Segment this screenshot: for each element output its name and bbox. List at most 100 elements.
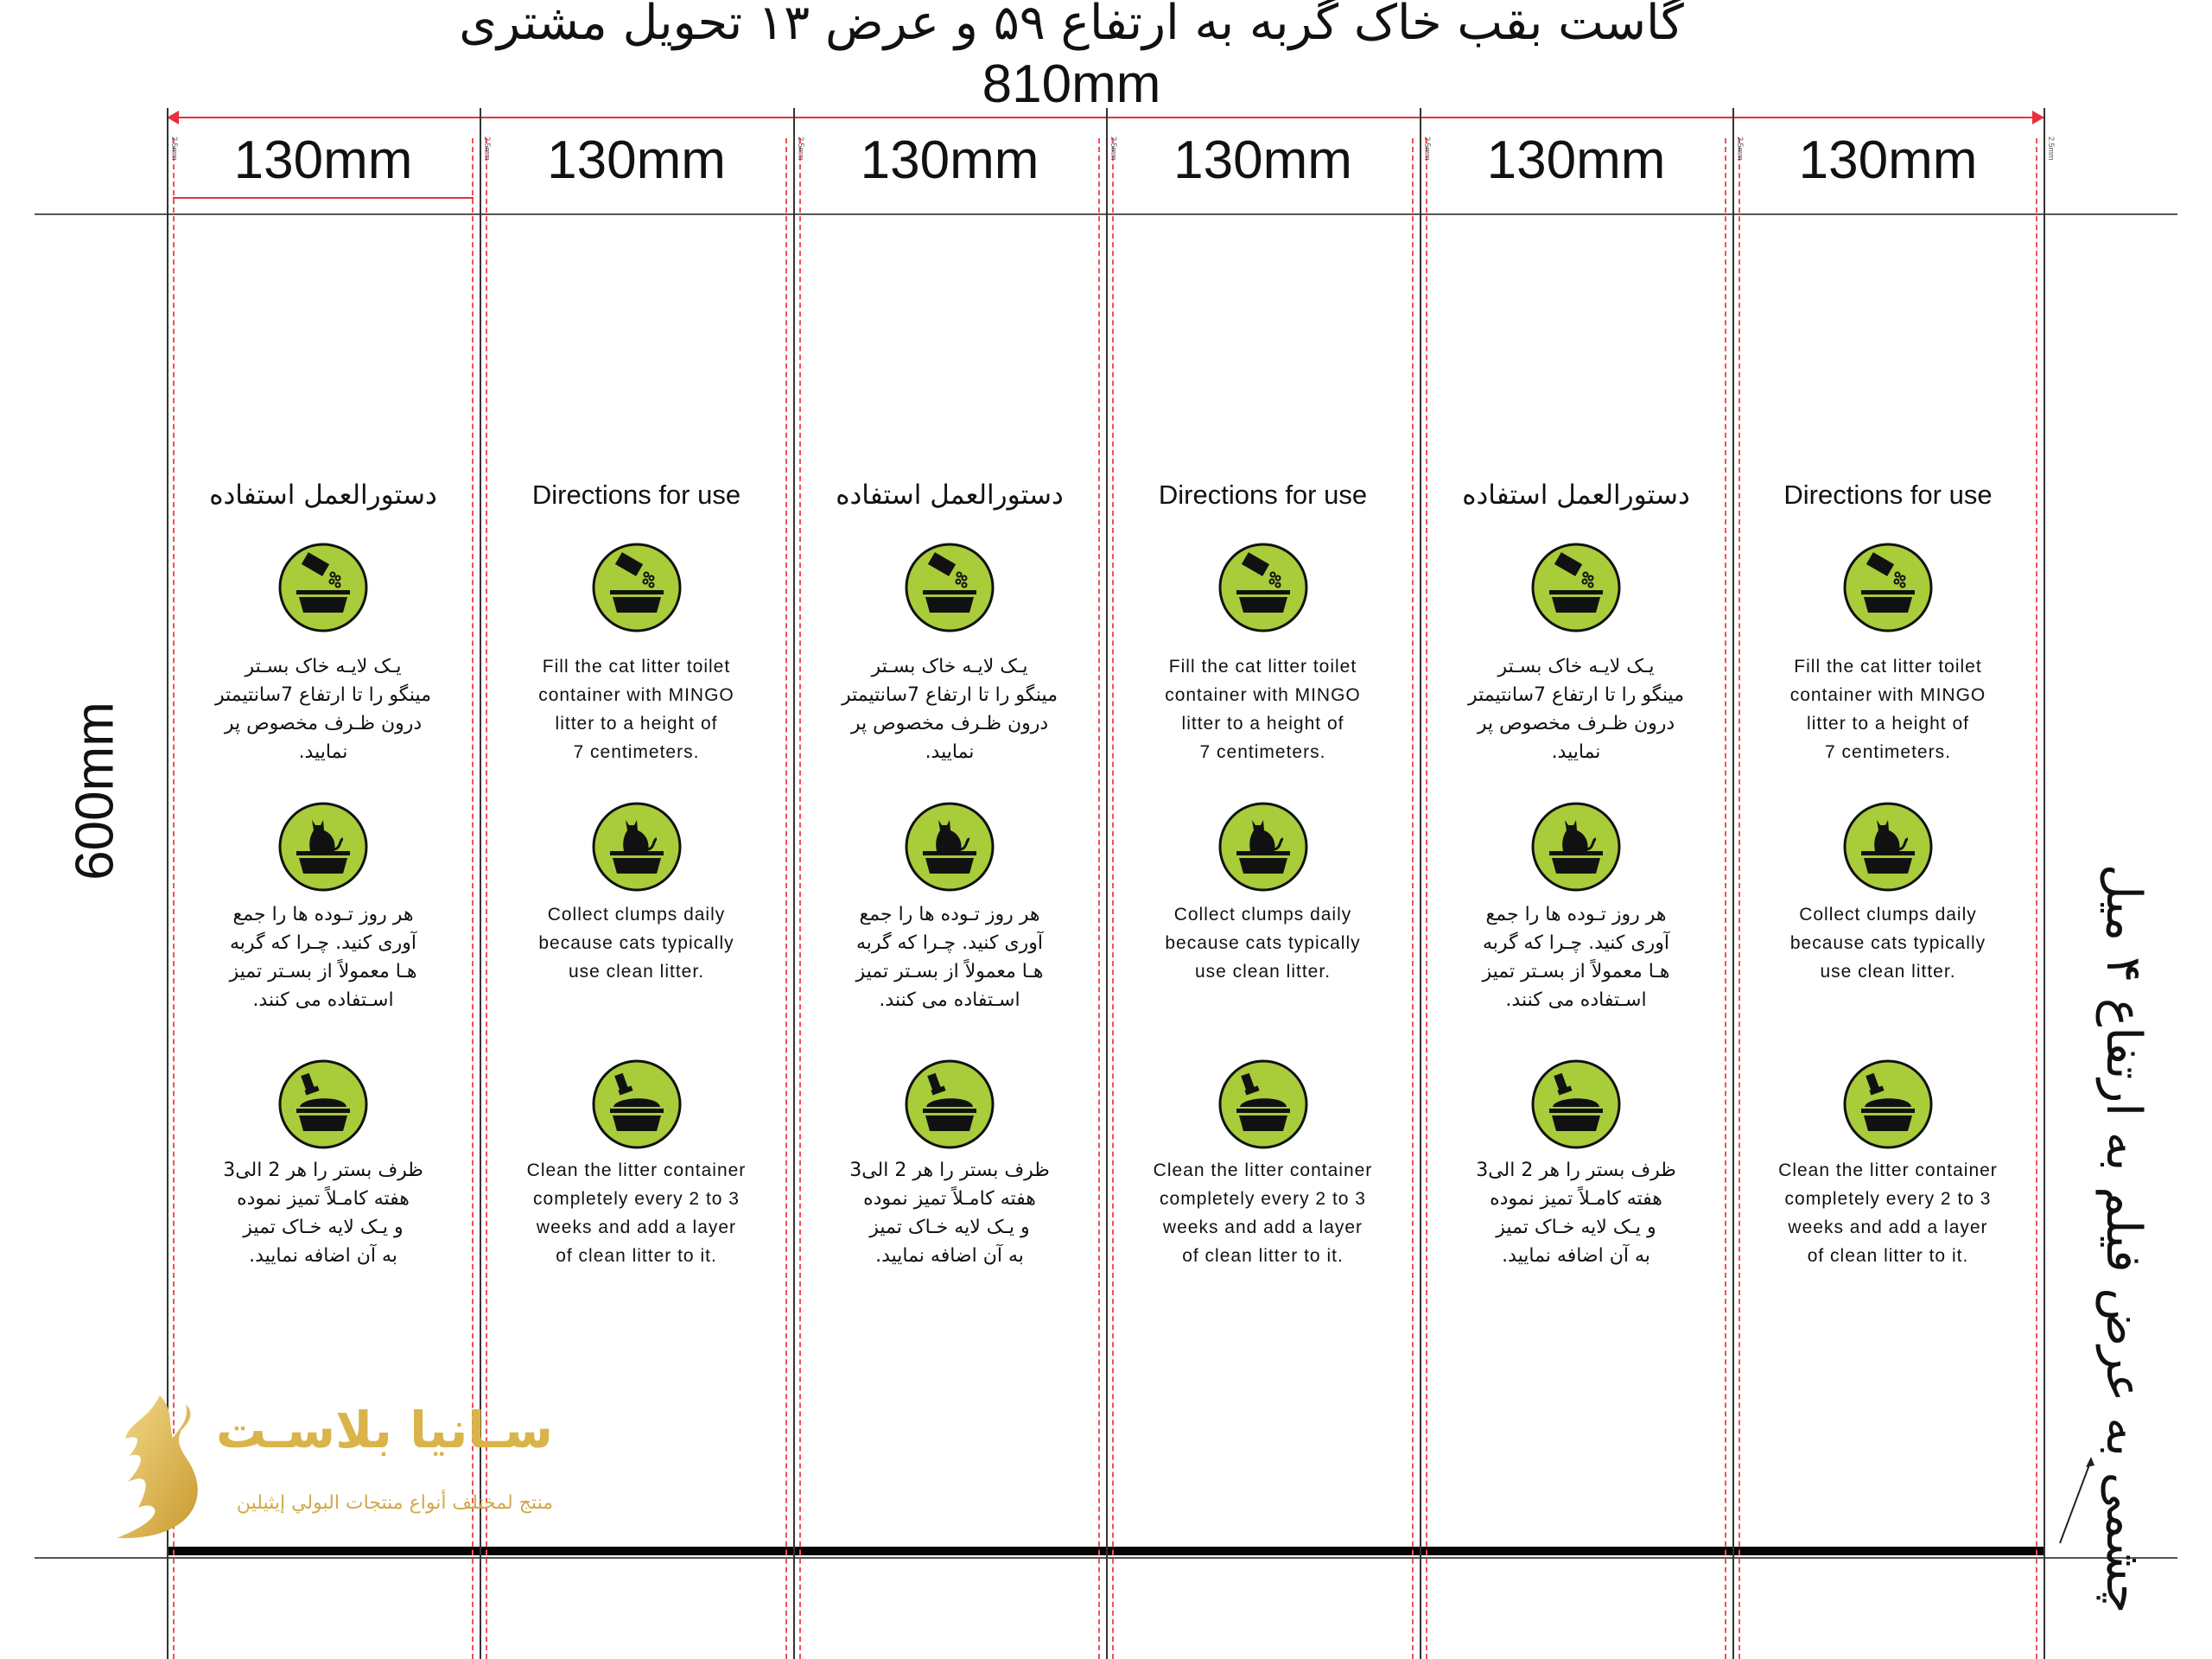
step-text-line: یـک لایـه خاک بسـتر	[871, 656, 1028, 677]
step-text-line: مینگو را تا ارتفاع 7سانتیمتر	[215, 684, 431, 706]
step-text-line: اسـتفاده می کنند.	[879, 989, 1020, 1011]
scoop-litter-box-icon	[591, 1058, 683, 1150]
step-text-line: litter to a height of	[1181, 714, 1344, 734]
step-text-line: نمایید.	[298, 741, 348, 763]
bleed-label: 2.5mm	[1736, 137, 1745, 161]
step-text-line: completely every 2 to 3	[1160, 1189, 1366, 1209]
pour-litter-icon	[277, 542, 369, 633]
step-text-line: ظرف بستر را هر 2 الی3	[1476, 1160, 1676, 1181]
step-text: یـک لایـه خاک بسـتر مینگو را تا ارتفاع 7س…	[1433, 652, 1719, 766]
step-text-line: because cats typically	[538, 933, 734, 953]
company-logo: سـانیا بلاسـت منتج لمختلف أنواع منتجات ا…	[117, 1382, 553, 1547]
height-label: 600mm	[65, 702, 125, 880]
cat-in-litter-box-icon	[591, 801, 683, 893]
step-text: Collect clumps daily because cats typical…	[1121, 900, 1406, 986]
step-text-line: آوری کنید. چـرا که گربه	[856, 932, 1043, 954]
step-text-line: آوری کنید. چـرا که گربه	[230, 932, 416, 954]
step-text: یـک لایـه خاک بسـتر مینگو را تا ارتفاع 7س…	[181, 652, 466, 766]
bleed-guide-line	[486, 138, 487, 1659]
instruction-column-fa: دستورالعمل استفاده یـک لایـه خاک بسـتر مین…	[820, 0, 1079, 1659]
instruction-column-en: Directions for use Fill the cat litter to…	[1758, 0, 2018, 1659]
instructions-heading: دستورالعمل استفاده	[1462, 480, 1690, 511]
column-width-label: 130mm	[233, 130, 413, 190]
bleed-guide-line	[785, 138, 787, 1659]
pour-litter-icon	[904, 542, 995, 633]
step-text-line: litter to a height of	[555, 714, 718, 734]
step-text: هر روز تـوده ها را جمع آوری کنید. چـرا که…	[807, 900, 1092, 1014]
step-text: ظرف بستر را هر 2 الی3 هفته کامـلاً تمیز ن…	[181, 1156, 466, 1270]
step-text-line: هـا معمولاً از بسـتر تمیز	[855, 961, 1044, 982]
step-text-line: weeks and add a layer	[1788, 1217, 1988, 1237]
step-text-line: Collect clumps daily	[1799, 905, 1977, 925]
step-text-line: 7 centimeters.	[1199, 742, 1326, 762]
step-text-line: مینگو را تا ارتفاع 7سانتیمتر	[1468, 684, 1684, 706]
scoop-litter-box-icon	[904, 1058, 995, 1150]
step-text: ظرف بستر را هر 2 الی3 هفته کامـلاً تمیز ن…	[807, 1156, 1092, 1270]
step-text-line: use clean litter.	[568, 962, 705, 982]
step-text-line: of clean litter to it.	[1182, 1246, 1344, 1266]
column-fold-line	[1420, 108, 1421, 1659]
step-text-line: Collect clumps daily	[1173, 905, 1352, 925]
column-fold-line	[2044, 108, 2045, 1659]
instructions-heading: دستورالعمل استفاده	[209, 480, 437, 511]
bottom-seal-bar	[167, 1547, 2044, 1555]
step-text-line: Clean the litter container	[526, 1160, 747, 1180]
step-text-line: 7 centimeters.	[1825, 742, 1951, 762]
arrow-right-icon	[2032, 111, 2044, 124]
scoop-litter-box-icon	[1530, 1058, 1622, 1150]
instructions-heading: Directions for use	[1158, 480, 1368, 510]
instruction-column-fa: دستورالعمل استفاده یـک لایـه خاک بسـتر مین…	[1446, 0, 1706, 1659]
column-width-label: 130mm	[1486, 130, 1666, 190]
document-title: گاست بقب خاک گربه به ارتفاع ۵۹ و عرض ۱۳ …	[459, 0, 1684, 51]
phoenix-logo-icon	[117, 1395, 198, 1539]
column-width-dimension-line	[173, 197, 474, 199]
column-fold-line	[793, 108, 795, 1659]
step-text-line: Clean the litter container	[1778, 1160, 1998, 1180]
step-text-line: completely every 2 to 3	[533, 1189, 740, 1209]
bleed-guide-line	[2036, 138, 2037, 1659]
step-text-line: و یـک لایه خـاک تمیز	[243, 1217, 404, 1238]
step-text-line: درون ظـرف مخصوص پر	[1477, 713, 1675, 734]
bleed-label: 2.5mm	[2047, 137, 2056, 161]
bleed-guide-line	[472, 138, 474, 1659]
column-width-label: 130mm	[1173, 130, 1352, 190]
step-text-line: هفته کامـلاً تمیز نموده	[1490, 1188, 1662, 1210]
step-text: Fill the cat litter toilet container with…	[1745, 652, 2031, 766]
step-text: Collect clumps daily because cats typical…	[1745, 900, 2031, 986]
bleed-guide-line	[173, 138, 175, 1659]
step-text-line: weeks and add a layer	[536, 1217, 737, 1237]
step-text-line: use clean litter.	[1820, 962, 1956, 982]
step-text-line: ظرف بستر را هر 2 الی3	[223, 1160, 423, 1181]
bleed-label: 2.5mm	[797, 137, 805, 161]
step-text-line: هر روز تـوده ها را جمع	[1485, 904, 1667, 925]
step-text-line: یـک لایـه خاک بسـتر	[245, 656, 402, 677]
step-text: Fill the cat litter toilet container with…	[1121, 652, 1406, 766]
step-text-line: مینگو را تا ارتفاع 7سانتیمتر	[842, 684, 1058, 706]
step-text: Fill the cat litter toilet container with…	[494, 652, 779, 766]
step-text-line: درون ظـرف مخصوص پر	[850, 713, 1049, 734]
scoop-litter-box-icon	[1842, 1058, 1934, 1150]
bleed-label: 2.5mm	[1423, 137, 1432, 161]
step-text-line: container with MINGO	[1789, 685, 1986, 705]
cat-in-litter-box-icon	[904, 801, 995, 893]
step-text-line: یـک لایـه خاک بسـتر	[1497, 656, 1655, 677]
column-width-label: 130mm	[547, 130, 726, 190]
step-text-line: Clean the litter container	[1153, 1160, 1373, 1180]
step-text-line: هفته کامـلاً تمیز نموده	[237, 1188, 410, 1210]
pour-litter-icon	[1217, 542, 1309, 633]
bleed-label: 2.5mm	[170, 137, 179, 161]
step-text-line: هر روز تـوده ها را جمع	[232, 904, 414, 925]
step-text: ظرف بستر را هر 2 الی3 هفته کامـلاً تمیز ن…	[1433, 1156, 1719, 1270]
bleed-guide-line	[1738, 138, 1740, 1659]
side-note-text: چشمی به عرض فیلم به ارتفاع ۴ میل	[2095, 864, 2152, 1614]
column-fold-line	[1732, 108, 1734, 1659]
pour-litter-icon	[1530, 542, 1622, 633]
step-text-line: ظرف بستر را هر 2 الی3	[849, 1160, 1050, 1181]
instructions-heading: دستورالعمل استفاده	[836, 480, 1064, 511]
step-text-line: Fill the cat litter toilet	[1794, 657, 1982, 677]
step-text-line: و یـک لایه خـاک تمیز	[1496, 1217, 1656, 1238]
step-text-line: weeks and add a layer	[1162, 1217, 1363, 1237]
cat-in-litter-box-icon	[1217, 801, 1309, 893]
bleed-guide-line	[1098, 138, 1100, 1659]
bleed-guide-line	[1725, 138, 1726, 1659]
